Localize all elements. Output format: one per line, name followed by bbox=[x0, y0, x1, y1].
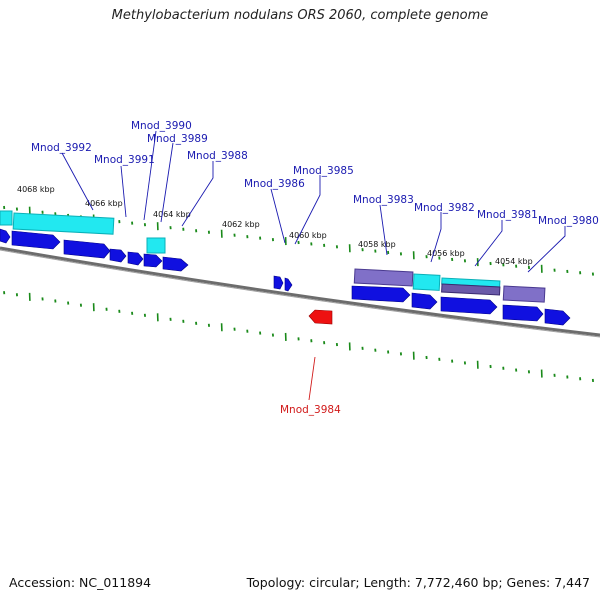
gene-label-mnod-3990: Mnod_3990 bbox=[131, 120, 192, 132]
cyan-feature-track-left bbox=[0, 210, 166, 254]
inner-tick-ring bbox=[3, 291, 594, 383]
gene-arrow bbox=[411, 292, 438, 310]
gene-arrow bbox=[63, 239, 111, 259]
gene-label-mnod-3981: Mnod_3981 bbox=[477, 209, 538, 221]
genome-title: Methylobacterium nodulans ORS 2060, comp… bbox=[111, 8, 489, 23]
kbp-labels: 4068 kbp 4066 kbp 4064 kbp 4062 kbp 4060… bbox=[17, 185, 533, 266]
gene-arrow bbox=[544, 308, 571, 326]
kbp-label-4068: 4068 kbp bbox=[17, 185, 55, 194]
gene-label-mnod-3991: Mnod_3991 bbox=[94, 154, 155, 166]
label-leader-lines bbox=[61, 130, 566, 273]
gene-arrow bbox=[284, 277, 293, 292]
kbp-label-4054: 4054 kbp bbox=[495, 257, 533, 266]
kbp-label-4064: 4064 kbp bbox=[153, 210, 191, 219]
kbp-label-4056: 4056 kbp bbox=[427, 249, 465, 258]
gene-label-mnod-3983: Mnod_3983 bbox=[353, 194, 414, 206]
gene-label-mnod-3982: Mnod_3982 bbox=[414, 202, 475, 214]
kbp-label-4062: 4062 kbp bbox=[222, 220, 260, 229]
gene-arrow bbox=[0, 228, 11, 244]
kbp-label-4060: 4060 kbp bbox=[289, 231, 327, 240]
genome-backbone bbox=[0, 246, 600, 337]
label-leader-line-mnod-3984 bbox=[308, 356, 316, 401]
gene-arrow bbox=[109, 248, 127, 263]
gene-arrow bbox=[143, 253, 163, 268]
gene-arrow bbox=[440, 296, 498, 315]
genome-summary-text: Topology: circular; Length: 7,772,460 bp… bbox=[246, 575, 590, 590]
forward-genes-middle[interactable] bbox=[273, 275, 293, 292]
kbp-label-4066: 4066 kbp bbox=[85, 199, 123, 208]
gene-label-mnod-3980: Mnod_3980 bbox=[538, 215, 599, 227]
gene-label-mnod-3984: Mnod_3984 bbox=[280, 404, 341, 416]
gene-arrow bbox=[351, 285, 411, 303]
gene-label-mnod-3988: Mnod_3988 bbox=[187, 150, 248, 162]
gene-arrow bbox=[162, 256, 189, 272]
kbp-label-4058: 4058 kbp bbox=[358, 240, 396, 249]
accession-text: Accession: NC_011894 bbox=[9, 575, 152, 590]
reverse-gene-mnod-3984[interactable] bbox=[308, 309, 333, 325]
gene-labels: Mnod_3992 Mnod_3991 Mnod_3990 Mnod_3989 … bbox=[31, 120, 599, 416]
gene-arrow bbox=[502, 304, 544, 322]
gene-label-mnod-3989: Mnod_3989 bbox=[147, 133, 208, 145]
feature-track-right bbox=[353, 268, 546, 303]
gene-arrow bbox=[11, 230, 61, 250]
gene-arrow bbox=[273, 275, 284, 290]
forward-genes-right[interactable] bbox=[351, 285, 571, 326]
gene-label-mnod-3985: Mnod_3985 bbox=[293, 165, 354, 177]
gene-arrow bbox=[127, 251, 144, 266]
gene-label-mnod-3986: Mnod_3986 bbox=[244, 178, 305, 190]
forward-genes-left[interactable] bbox=[0, 228, 189, 272]
gene-label-mnod-3992: Mnod_3992 bbox=[31, 142, 92, 154]
